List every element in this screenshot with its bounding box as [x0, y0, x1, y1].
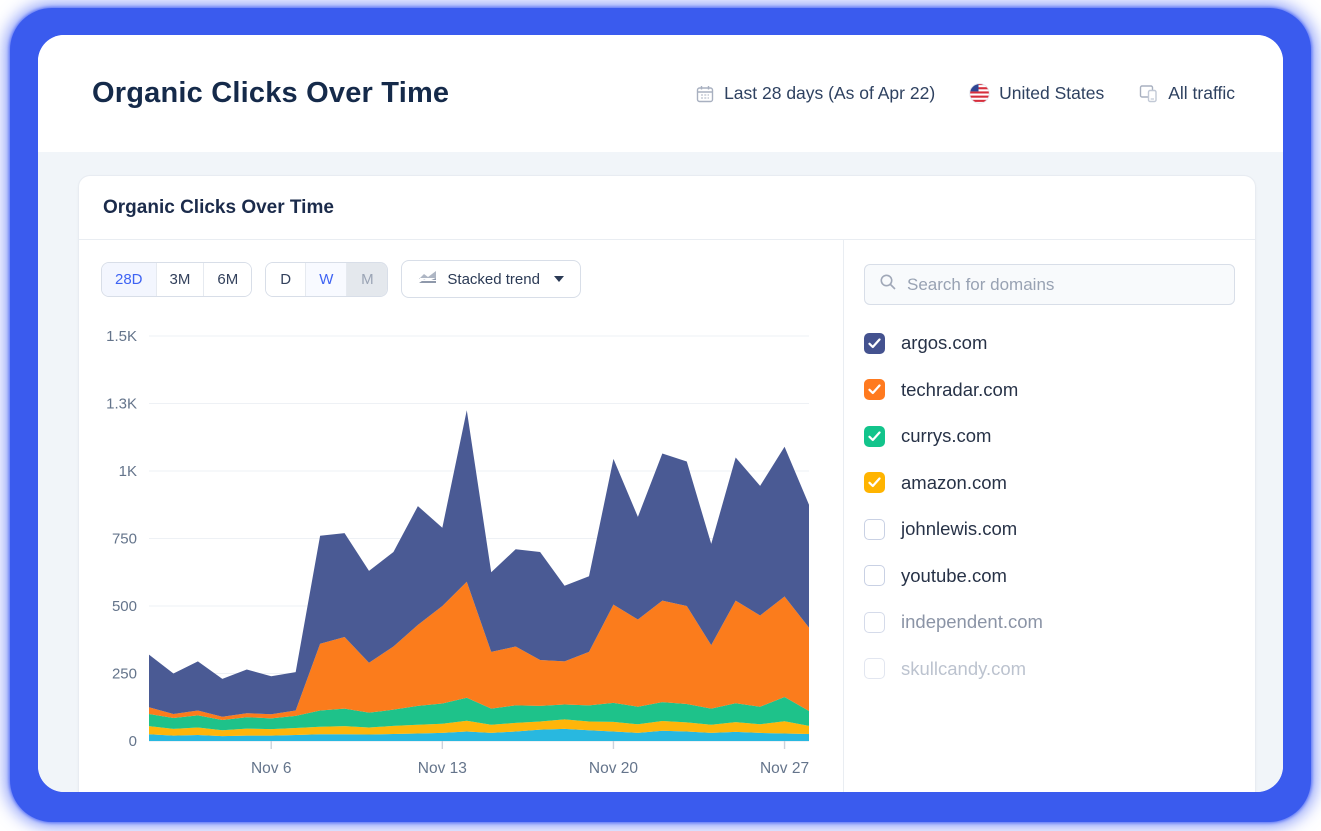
card-content: 28D 3M 6M D W M — [79, 240, 1255, 792]
range-toggle-group: 28D 3M 6M — [101, 261, 253, 297]
date-range-selector[interactable]: Last 28 days (As of Apr 22) — [695, 83, 935, 104]
domain-search-input[interactable] — [907, 274, 1220, 295]
area-series-currys.com — [149, 696, 809, 731]
checkbox-youtube[interactable] — [864, 565, 885, 587]
svg-text:Nov 27: Nov 27 — [760, 760, 809, 777]
app-body: Organic Clicks Over Time 28D 3M 6M D — [38, 152, 1283, 792]
svg-text:Nov 20: Nov 20 — [589, 760, 638, 777]
svg-text:500: 500 — [112, 598, 137, 615]
area-series-cyan — [149, 728, 809, 741]
granularity-option-month[interactable]: M — [347, 262, 388, 296]
vertical-divider — [843, 240, 844, 792]
area-series-argos.com — [149, 410, 809, 717]
domain-label: argos.com — [901, 332, 988, 354]
svg-text:750: 750 — [112, 531, 137, 548]
country-selector[interactable]: United States — [969, 83, 1104, 104]
domain-side-panel: argos.com techradar.com currys.com — [844, 240, 1255, 792]
svg-text:Nov 6: Nov 6 — [251, 760, 292, 777]
stacked-area-icon — [418, 269, 437, 289]
domain-label: youtube.com — [901, 564, 1007, 586]
domain-item-currys[interactable]: currys.com — [864, 413, 1235, 460]
app-window: Organic Clicks Over Time Last 28 day — [38, 35, 1283, 792]
country-label: United States — [999, 83, 1105, 103]
page-title: Organic Clicks Over Time — [92, 77, 450, 109]
svg-text:1.3K: 1.3K — [106, 396, 137, 413]
checkbox-argos[interactable] — [864, 332, 885, 354]
domain-label: currys.com — [901, 425, 992, 447]
svg-text:1K: 1K — [119, 463, 137, 480]
devices-icon — [1138, 83, 1159, 104]
card-title: Organic Clicks Over Time — [103, 197, 334, 218]
traffic-filter-selector[interactable]: All traffic — [1138, 83, 1235, 104]
checkbox-amazon[interactable] — [864, 472, 885, 494]
traffic-filter-label: All traffic — [1168, 83, 1235, 103]
domain-label: skullcandy.com — [901, 657, 1027, 679]
checkbox-skullcandy[interactable] — [864, 658, 885, 680]
chart-type-dropdown[interactable]: Stacked trend — [401, 260, 581, 298]
chart-wrap: 0 250 500 750 1K 1.3K 1.5K Nov 6 Nov 13 Nov 20 Nov… — [101, 314, 843, 791]
domain-label: independent.com — [901, 611, 1043, 633]
x-axis: Nov 6 Nov 13 Nov 20 Nov 27 — [251, 741, 809, 777]
us-flag-icon — [969, 83, 990, 104]
area-series-amazon.com — [149, 719, 809, 737]
clicks-card: Organic Clicks Over Time 28D 3M 6M D — [78, 175, 1256, 792]
domain-item-techradar[interactable]: techradar.com — [864, 367, 1235, 414]
domain-item-johnlewis[interactable]: johnlewis.com — [864, 506, 1235, 553]
card-header: Organic Clicks Over Time — [79, 176, 1255, 240]
svg-text:0: 0 — [129, 733, 137, 750]
range-option-3m[interactable]: 3M — [156, 262, 205, 296]
checkbox-johnlewis[interactable] — [864, 518, 885, 540]
svg-text:Nov 13: Nov 13 — [418, 760, 467, 777]
checkbox-currys[interactable] — [864, 425, 885, 447]
chart-type-label: Stacked trend — [447, 270, 540, 288]
domain-search-box[interactable] — [864, 264, 1235, 305]
domain-item-skullcandy[interactable]: skullcandy.com — [864, 646, 1235, 693]
svg-text:1.5K: 1.5K — [106, 328, 137, 345]
granularity-option-week[interactable]: W — [306, 262, 348, 296]
y-axis-labels: 0 250 500 750 1K 1.3K 1.5K — [106, 328, 137, 750]
domain-item-independent[interactable]: independent.com — [864, 599, 1235, 646]
app-header: Organic Clicks Over Time Last 28 day — [38, 35, 1283, 152]
domain-label: techradar.com — [901, 378, 1019, 400]
search-icon — [879, 273, 897, 296]
calendar-icon — [695, 84, 715, 104]
chart-controls: 28D 3M 6M D W M — [101, 260, 843, 298]
chevron-down-icon — [553, 276, 564, 282]
domain-label: johnlewis.com — [901, 518, 1018, 540]
checkbox-independent[interactable] — [864, 611, 885, 633]
domain-item-argos[interactable]: argos.com — [864, 320, 1235, 367]
range-option-28d[interactable]: 28D — [102, 262, 157, 296]
domain-item-amazon[interactable]: amazon.com — [864, 460, 1235, 507]
granularity-toggle-group: D W M — [265, 261, 389, 297]
date-range-label: Last 28 days (As of Apr 22) — [724, 83, 936, 103]
domain-list: argos.com techradar.com currys.com — [864, 320, 1235, 692]
range-option-6m[interactable]: 6M — [204, 262, 252, 296]
domain-item-youtube[interactable]: youtube.com — [864, 553, 1235, 600]
area-series-techradar.com — [149, 581, 809, 720]
granularity-option-day[interactable]: D — [266, 262, 307, 296]
header-meta: Last 28 days (As of Apr 22) — [695, 83, 1235, 104]
chart-pane: 28D 3M 6M D W M — [79, 240, 843, 792]
checkbox-techradar[interactable] — [864, 379, 885, 401]
domain-label: amazon.com — [901, 471, 1007, 493]
svg-text:250: 250 — [112, 666, 137, 683]
